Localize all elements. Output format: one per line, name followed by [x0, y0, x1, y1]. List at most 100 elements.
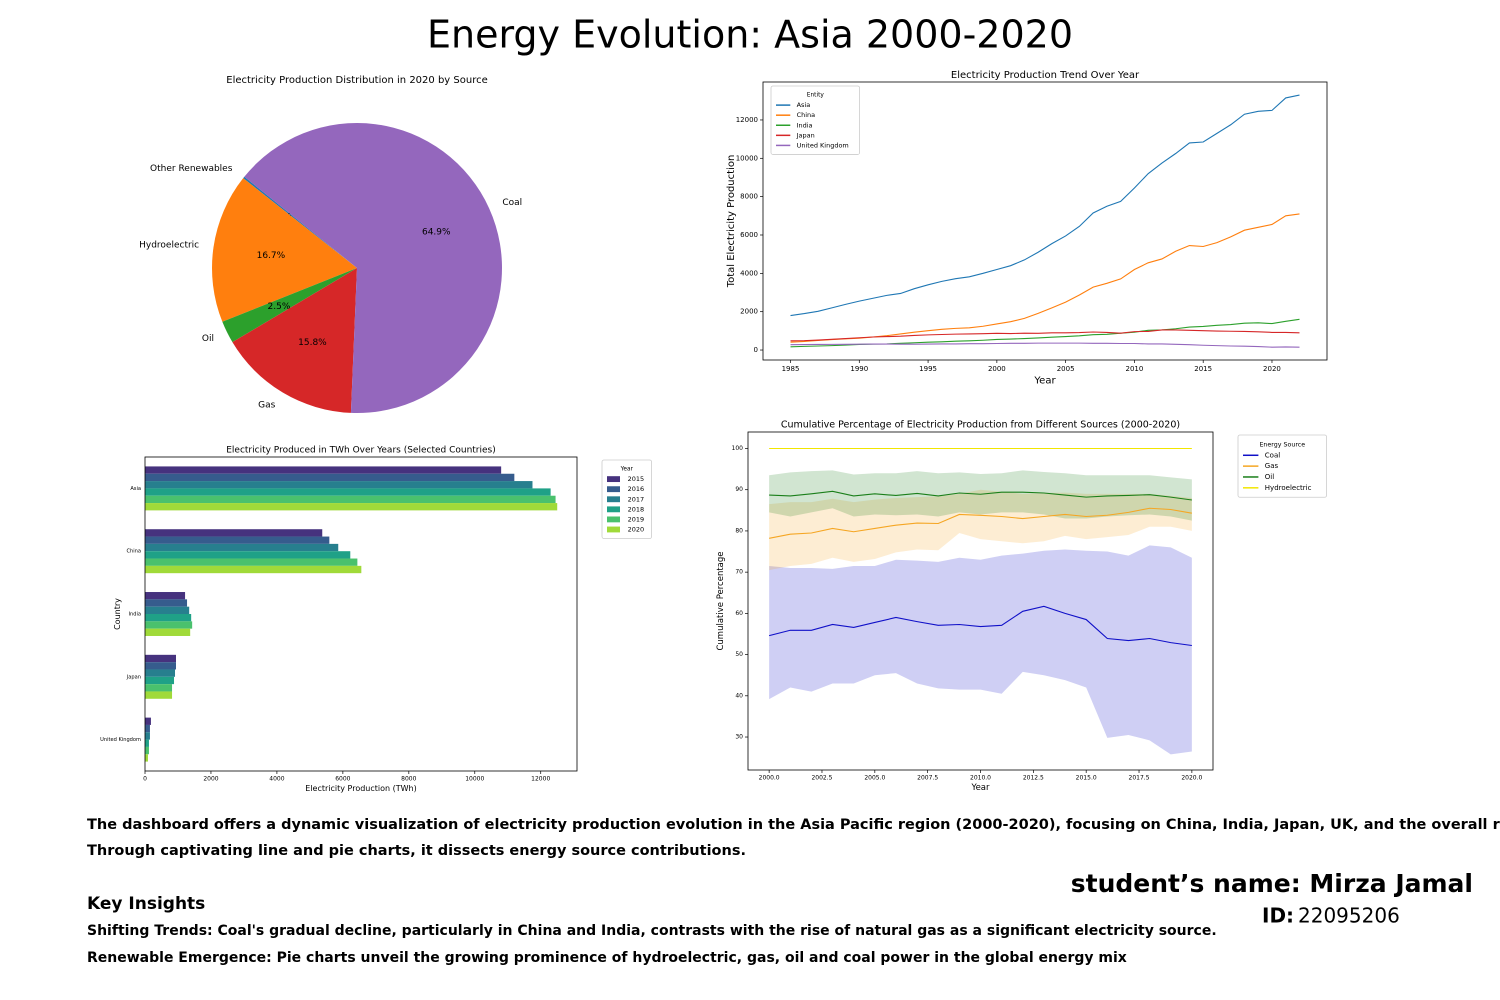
y-tick-label: 6000	[740, 231, 758, 239]
legend-swatch	[607, 526, 620, 533]
legend-swatch	[607, 496, 620, 503]
x-tick-label: 4000	[269, 775, 284, 782]
y-tick-label: 60	[735, 610, 743, 617]
legend-label: 2020	[628, 525, 645, 533]
confidence-band	[769, 470, 1192, 521]
slice-percent: 64.9%	[422, 228, 451, 238]
x-tick-label: 1990	[850, 365, 868, 373]
chart-title: Electricity Production Trend Over Year	[951, 70, 1140, 81]
slice-percent: 16.7%	[257, 251, 286, 261]
bar	[145, 717, 151, 725]
y-axis-label: Total Electricity Production	[726, 155, 737, 289]
bar	[145, 684, 173, 692]
bar	[145, 495, 556, 504]
y-tick-label: 30	[735, 734, 743, 741]
slice-percent: 15.8%	[298, 338, 327, 348]
student-id-label: ID:	[1262, 904, 1294, 928]
chart-title: Electricity Production Distribution in 2…	[226, 75, 487, 86]
student-id: 22095206	[1298, 904, 1400, 928]
bar	[145, 621, 193, 629]
legend-swatch	[607, 476, 620, 483]
bar	[145, 481, 533, 489]
bar	[145, 558, 358, 566]
series-line	[790, 329, 1300, 342]
bar	[145, 746, 149, 755]
series-line	[769, 605, 1192, 647]
legend-label: Oil	[1265, 473, 1274, 481]
description-line: The dashboard offers a dynamic visualiza…	[87, 817, 1500, 833]
bar	[145, 614, 192, 622]
y-tick-label: 2000	[740, 308, 758, 316]
slice-label: Coal	[502, 198, 522, 208]
plot-frame	[762, 81, 1328, 361]
legend-label: 2018	[628, 505, 645, 513]
page-title: Energy Evolution: Asia 2000-2020	[427, 13, 1073, 57]
series-line	[769, 507, 1192, 539]
bar	[145, 536, 330, 544]
confidence-band	[769, 489, 1192, 571]
series-line	[790, 94, 1300, 317]
y-tick-label: 10000	[736, 154, 758, 162]
bar	[145, 503, 558, 511]
x-tick-label: 2010.0	[970, 774, 991, 781]
bar	[145, 466, 502, 474]
legend-label: Coal	[1265, 451, 1280, 459]
y-tick-label: Asia	[130, 486, 141, 492]
bar	[145, 488, 551, 496]
y-tick-label: 8000	[740, 193, 758, 201]
chart-title: Electricity Produced in TWh Over Years (…	[226, 446, 496, 456]
x-tick-label: 2005.0	[864, 774, 885, 781]
x-tick-label: 6000	[335, 775, 350, 782]
bar	[145, 691, 173, 699]
legend-title: Entity	[807, 93, 825, 99]
legend-label: Hydroelectric	[1265, 484, 1312, 492]
plot-frame	[144, 456, 578, 772]
y-tick-label: 100	[732, 445, 744, 452]
bar	[145, 654, 176, 663]
series-line	[790, 213, 1300, 343]
legend-box	[1237, 434, 1327, 498]
legend-swatch	[607, 506, 620, 513]
insight-item: Renewable Emergence: Pie charts unveil t…	[87, 950, 1127, 966]
legend-label: 2017	[628, 495, 645, 503]
legend-label: India	[797, 121, 813, 129]
bar	[145, 606, 190, 614]
student-name: student’s name: Mirza Jamal	[1071, 869, 1473, 898]
x-tick-label: 2012.5	[1023, 774, 1044, 781]
y-axis-label: Country	[113, 598, 122, 630]
x-tick-label: 2015.0	[1076, 774, 1097, 781]
x-tick-label: 1995	[919, 365, 937, 373]
x-axis-label: Year	[971, 783, 991, 793]
x-tick-label: 2005	[1057, 365, 1075, 373]
x-tick-label: 2015	[1194, 365, 1212, 373]
slice-label: Other Renewables	[150, 164, 233, 174]
bar	[145, 551, 351, 559]
x-tick-label: 8000	[401, 775, 416, 782]
bar	[145, 473, 515, 482]
bar	[145, 732, 150, 740]
x-tick-label: 2000	[203, 775, 218, 782]
slice-label: Gas	[258, 400, 275, 410]
y-tick-label: 12000	[736, 116, 758, 124]
description-line: Through captivating line and pie charts,…	[87, 843, 746, 859]
bar	[145, 724, 150, 733]
legend-label: China	[797, 111, 816, 119]
legend-label: 2016	[628, 485, 645, 493]
bar	[145, 599, 188, 607]
pie-slice	[244, 122, 503, 413]
pie-slice	[222, 268, 357, 343]
x-axis-label: Electricity Production (TWh)	[305, 784, 417, 793]
slice-percent: 0.2%	[278, 209, 301, 219]
bar	[145, 662, 176, 670]
legend-swatch	[607, 486, 620, 493]
legend-swatch	[607, 516, 620, 523]
x-tick-label: 1985	[782, 365, 800, 373]
bar	[145, 739, 149, 747]
bar	[145, 628, 191, 636]
y-tick-label: Japan	[126, 674, 141, 680]
legend-label: Asia	[797, 101, 811, 109]
bar	[145, 676, 175, 685]
bar	[145, 592, 186, 600]
